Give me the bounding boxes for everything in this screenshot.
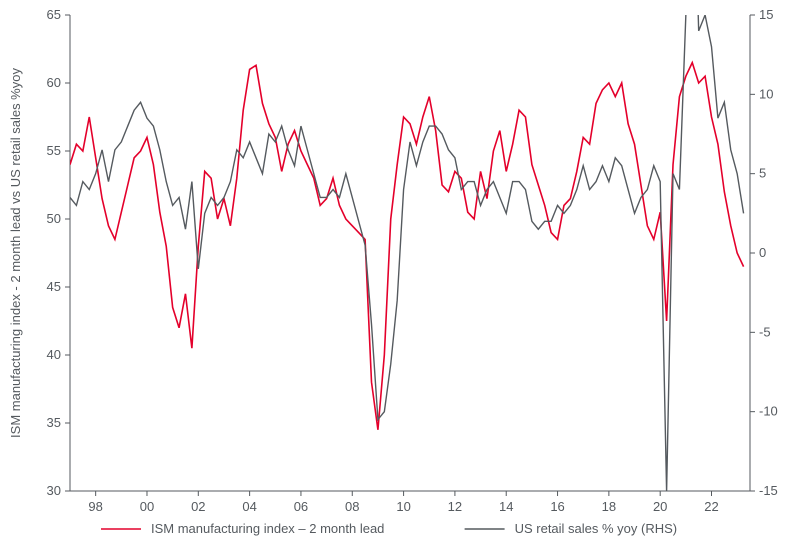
y-left-tick: 55 <box>47 143 61 158</box>
x-tick: 10 <box>396 499 410 514</box>
legend-label: ISM manufacturing index – 2 month lead <box>151 521 384 536</box>
legend-label: US retail sales % yoy (RHS) <box>515 521 678 536</box>
x-tick: 98 <box>88 499 102 514</box>
y-right-tick: 5 <box>759 166 766 181</box>
y-left-tick: 50 <box>47 211 61 226</box>
x-tick: 20 <box>653 499 667 514</box>
x-tick: 02 <box>191 499 205 514</box>
y-right-tick: -15 <box>759 483 778 498</box>
y-right-tick: 0 <box>759 245 766 260</box>
chart-container: { "chart": { "type": "line", "width": 81… <box>0 0 810 551</box>
line-chart: 30 35 40 45 50 55 60 65 -15 -10 -5 0 5 10 15 98 00 02 04 06… <box>0 0 810 551</box>
y-right-tick: -5 <box>759 324 771 339</box>
y-right-tick: 10 <box>759 86 773 101</box>
y-left-tick: 30 <box>47 483 61 498</box>
x-tick: 22 <box>704 499 718 514</box>
x-tick: 16 <box>550 499 564 514</box>
x-tick: 14 <box>499 499 513 514</box>
y-left-tick: 40 <box>47 347 61 362</box>
y-left-tick: 65 <box>47 7 61 22</box>
y-right-tick: 15 <box>759 7 773 22</box>
y-right-tick: -10 <box>759 404 778 419</box>
y-left-tick: 45 <box>47 279 61 294</box>
x-tick: 18 <box>602 499 616 514</box>
y-left-tick: 60 <box>47 75 61 90</box>
x-tick: 08 <box>345 499 359 514</box>
y-axis-label: ISM manufacturing index - 2 month lead v… <box>8 68 23 438</box>
x-tick: 04 <box>242 499 256 514</box>
y-left-tick: 35 <box>47 415 61 430</box>
x-tick: 00 <box>140 499 154 514</box>
x-tick: 06 <box>294 499 308 514</box>
x-tick: 12 <box>448 499 462 514</box>
